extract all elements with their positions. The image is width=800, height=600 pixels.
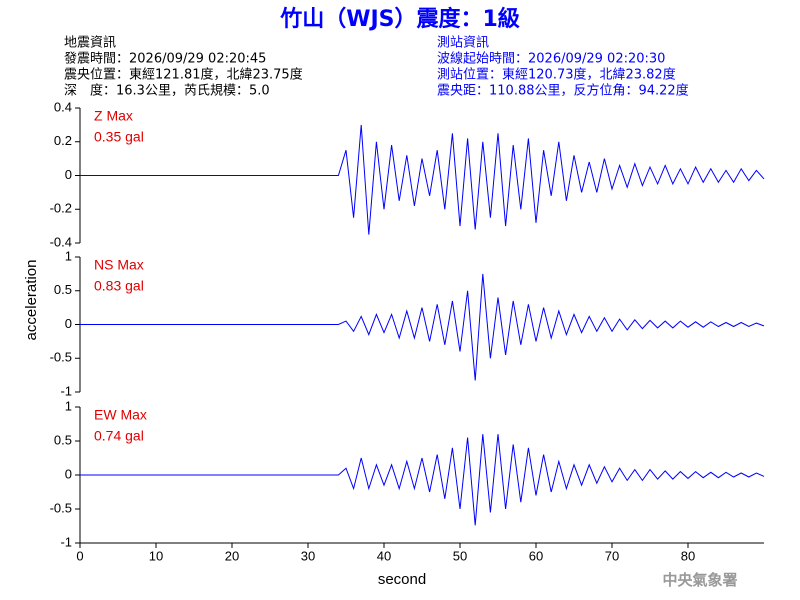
footer: 中央氣象署 bbox=[662, 571, 737, 589]
info-line: 震央位置：東經121.81度，北緯23.75度 bbox=[64, 67, 303, 83]
y-tick-label: 0 bbox=[65, 316, 72, 331]
waveform bbox=[80, 273, 765, 381]
y-tick-label: -1 bbox=[60, 534, 72, 549]
y-tick-label: 0.2 bbox=[54, 133, 72, 148]
x-tick-label: 0 bbox=[76, 548, 83, 563]
y-tick-label: -0.5 bbox=[50, 500, 72, 515]
info-line: 深 度：16.3公里，芮氏規模：5.0 bbox=[64, 83, 270, 99]
waveform bbox=[80, 434, 765, 526]
waveform bbox=[80, 124, 765, 235]
y-tick-label: 0.5 bbox=[54, 432, 72, 447]
y-tick-label: 0.4 bbox=[54, 99, 72, 114]
x-tick-label: 30 bbox=[301, 548, 315, 563]
max-label: 0.35 gal bbox=[94, 129, 144, 145]
y-tick-label: -0.4 bbox=[50, 234, 72, 249]
y-tick-label: -1 bbox=[60, 383, 72, 398]
annotation: EW Max bbox=[94, 407, 147, 423]
y-tick-label: 0 bbox=[65, 466, 72, 481]
y-tick-label: -0.5 bbox=[50, 350, 72, 365]
x-tick-label: 50 bbox=[453, 548, 467, 563]
info-line: 波線起始時間：2026/09/29 02:20:30 bbox=[437, 51, 665, 67]
y-tick-label: 1 bbox=[65, 398, 72, 413]
x-tick-label: 80 bbox=[681, 548, 695, 563]
y-tick-label: 0 bbox=[65, 167, 72, 182]
info-line: 發震時間：2026/09/29 02:20:45 bbox=[64, 52, 266, 67]
station-info: 測站資訊 波線起始時間：2026/09/29 02:20:30 測站位置：東經1… bbox=[437, 36, 689, 99]
x-tick-label: 40 bbox=[377, 548, 391, 563]
max-label: 0.74 gal bbox=[94, 428, 144, 444]
info-line: 地震資訊 bbox=[64, 36, 116, 51]
y-tick-label: -0.2 bbox=[50, 201, 72, 216]
x-axis-label: second bbox=[378, 571, 426, 588]
y-tick-label: 0.5 bbox=[54, 282, 72, 297]
title: 竹山（WJS）震度：1級 bbox=[279, 6, 520, 32]
annotation: Z Max bbox=[94, 108, 133, 124]
x-tick-label: 10 bbox=[149, 548, 163, 563]
info-line: 震央距：110.88公里，反方位角：94.22度 bbox=[437, 83, 689, 99]
y-tick-label: 1 bbox=[65, 248, 72, 263]
info-line: 測站資訊 bbox=[437, 36, 489, 51]
annotation: NS Max bbox=[94, 257, 144, 273]
x-tick-label: 20 bbox=[225, 548, 239, 563]
info-line: 測站位置：東經120.73度，北緯23.82度 bbox=[437, 67, 676, 83]
y-axis-label: acceleration bbox=[23, 260, 40, 341]
x-tick-label: 60 bbox=[529, 548, 543, 563]
x-tick-label: 70 bbox=[605, 548, 619, 563]
max-label: 0.83 gal bbox=[94, 278, 144, 294]
event-info: 地震資訊 發震時間：2026/09/29 02:20:45 震央位置：東經121… bbox=[64, 36, 303, 99]
